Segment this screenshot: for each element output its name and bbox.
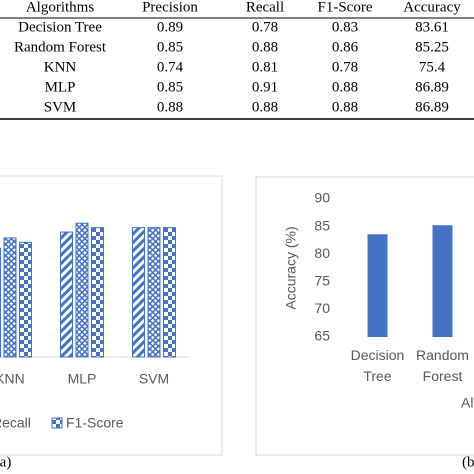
table-cell: 0.85 — [157, 39, 183, 55]
bar — [132, 227, 145, 358]
table-cell: 0.81 — [252, 59, 278, 75]
table-cell: 0.91 — [252, 79, 278, 95]
bar — [19, 241, 32, 358]
bar — [3, 237, 17, 358]
x-tick-label: MLP — [68, 371, 97, 387]
table-cell: SVM — [44, 99, 77, 115]
x-tick-label: Random Forest — [416, 347, 469, 384]
y-tick-label: 90 — [314, 190, 330, 206]
legend-swatch — [51, 417, 63, 429]
y-tick-label: 85 — [314, 217, 330, 233]
bar — [163, 227, 176, 358]
table-cell: 0.88 — [252, 99, 278, 115]
table-cell: 0.88 — [157, 99, 183, 115]
table-header: Precision — [142, 0, 198, 15]
bar — [432, 225, 453, 337]
x-axis-label: Algorithms — [461, 395, 474, 411]
table-cell: 83.61 — [415, 19, 449, 35]
table-cell: 0.74 — [157, 59, 184, 75]
table-header: F1-Score — [318, 0, 373, 15]
table-cell: 86.89 — [415, 79, 449, 95]
table-cell: 86.89 — [415, 99, 449, 115]
bar — [60, 231, 73, 358]
table-header: Recall — [246, 0, 284, 15]
table-cell: 0.88 — [332, 99, 358, 115]
legend-label: F1-Score — [66, 415, 124, 431]
table-cell: Random Forest — [14, 39, 107, 55]
table-cell: 0.88 — [332, 79, 358, 95]
x-tick-label: KNN — [0, 371, 25, 387]
x-tick-label: Decision Tree — [351, 347, 405, 384]
table-header: Algorithms — [26, 0, 94, 15]
chart-frame — [255, 176, 474, 456]
table-cell: 0.83 — [332, 19, 358, 35]
table-cell: 75.4 — [419, 59, 446, 75]
table-cell: 0.78 — [252, 19, 278, 35]
y-tick-label: 80 — [314, 245, 330, 261]
table-cell: Decision Tree — [18, 19, 102, 35]
y-tick-label: 75 — [314, 273, 330, 289]
table-cell: 0.86 — [332, 39, 359, 55]
legend-label: Recall — [0, 415, 31, 431]
table-cell: 0.85 — [157, 79, 183, 95]
x-tick-label: SVM — [139, 371, 169, 387]
caption: (a) — [0, 454, 11, 470]
y-tick-label: 65 — [314, 328, 330, 344]
table-cell: 0.88 — [252, 39, 278, 55]
bar — [91, 227, 104, 358]
table-header: Accuracy — [403, 0, 461, 15]
table-cell: 0.89 — [157, 19, 183, 35]
bar — [75, 222, 89, 358]
table-cell: MLP — [45, 79, 76, 95]
y-axis-label: Accuracy (%) — [283, 226, 299, 309]
bar — [147, 227, 161, 358]
table-cell: KNN — [44, 59, 77, 75]
y-tick-label: 70 — [314, 300, 330, 316]
table-cell: 85.25 — [415, 39, 449, 55]
bar — [367, 234, 388, 337]
caption: (b) — [462, 454, 474, 470]
chart-frame — [0, 175, 223, 456]
table-cell: 0.78 — [332, 59, 358, 75]
bar — [0, 247, 1, 358]
